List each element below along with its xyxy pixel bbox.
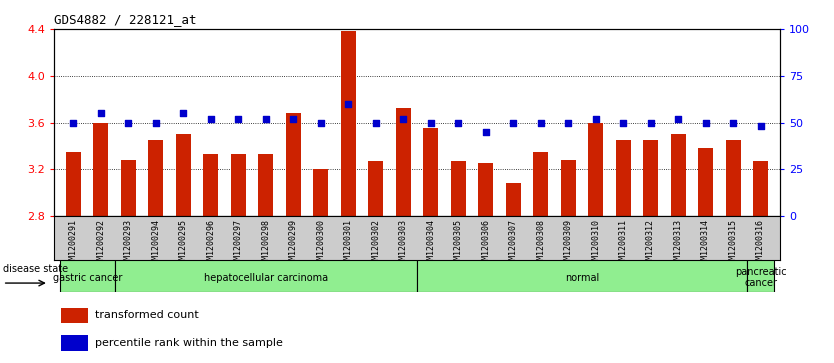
Bar	[395, 109, 411, 216]
Text: GSM1200291: GSM1200291	[69, 220, 78, 269]
Text: GSM1200298: GSM1200298	[261, 220, 270, 269]
Text: GSM1200312: GSM1200312	[646, 220, 656, 269]
FancyBboxPatch shape	[115, 260, 417, 292]
Point	[699, 119, 712, 125]
Bar	[148, 140, 163, 216]
FancyBboxPatch shape	[60, 260, 115, 292]
Point	[397, 116, 410, 122]
Point	[754, 123, 767, 129]
Point	[369, 119, 383, 125]
Text: GSM1200316: GSM1200316	[756, 220, 765, 269]
Text: GSM1200310: GSM1200310	[591, 220, 600, 269]
Text: GSM1200305: GSM1200305	[454, 220, 463, 269]
FancyBboxPatch shape	[417, 260, 746, 292]
Text: GSM1200293: GSM1200293	[124, 220, 133, 269]
Point	[149, 119, 163, 125]
Text: GSM1200314: GSM1200314	[701, 220, 710, 269]
Bar	[671, 134, 686, 216]
Bar	[203, 154, 219, 216]
Text: GSM1200306: GSM1200306	[481, 220, 490, 269]
Bar	[423, 129, 439, 216]
Text: disease state: disease state	[3, 264, 68, 274]
Text: GSM1200313: GSM1200313	[674, 220, 682, 269]
Bar	[588, 122, 603, 216]
Bar	[450, 161, 465, 216]
Point	[506, 119, 520, 125]
Point	[616, 119, 630, 125]
Point	[589, 116, 602, 122]
Text: GSM1200307: GSM1200307	[509, 220, 518, 269]
Bar	[62, 335, 88, 351]
Point	[342, 101, 355, 107]
Bar	[726, 140, 741, 216]
Text: percentile rank within the sample: percentile rank within the sample	[95, 338, 283, 348]
Bar	[505, 183, 520, 216]
Text: GSM1200295: GSM1200295	[178, 220, 188, 269]
Point	[94, 110, 108, 116]
Text: GSM1200304: GSM1200304	[426, 220, 435, 269]
Text: GSM1200300: GSM1200300	[316, 220, 325, 269]
Text: GSM1200315: GSM1200315	[729, 220, 737, 269]
Bar	[66, 152, 81, 216]
Text: GSM1200309: GSM1200309	[564, 220, 573, 269]
Bar	[560, 160, 575, 216]
Text: pancreatic
cancer: pancreatic cancer	[735, 267, 786, 288]
Text: GSM1200296: GSM1200296	[206, 220, 215, 269]
Bar	[341, 31, 356, 216]
Bar	[286, 113, 301, 216]
Bar	[176, 134, 191, 216]
Point	[644, 119, 657, 125]
Point	[232, 116, 245, 122]
Point	[67, 119, 80, 125]
Point	[479, 129, 492, 135]
Bar	[698, 148, 713, 216]
Text: GSM1200301: GSM1200301	[344, 220, 353, 269]
Point	[534, 119, 547, 125]
Point	[561, 119, 575, 125]
Bar	[231, 154, 246, 216]
Text: gastric cancer: gastric cancer	[53, 273, 122, 282]
Text: normal: normal	[565, 273, 599, 282]
Bar	[615, 140, 631, 216]
Point	[451, 119, 465, 125]
Text: hepatocellular carcinoma: hepatocellular carcinoma	[203, 273, 328, 282]
Point	[671, 116, 685, 122]
Bar	[753, 161, 768, 216]
Text: GSM1200311: GSM1200311	[619, 220, 628, 269]
Point	[204, 116, 218, 122]
Point	[259, 116, 273, 122]
Text: GSM1200292: GSM1200292	[97, 220, 105, 269]
Point	[287, 116, 300, 122]
Bar	[643, 140, 658, 216]
Text: GSM1200303: GSM1200303	[399, 220, 408, 269]
Text: GDS4882 / 228121_at: GDS4882 / 228121_at	[54, 13, 197, 26]
Point	[122, 119, 135, 125]
Bar	[93, 122, 108, 216]
Text: GSM1200299: GSM1200299	[289, 220, 298, 269]
Text: GSM1200297: GSM1200297	[234, 220, 243, 269]
Bar	[259, 154, 274, 216]
Bar	[478, 163, 493, 216]
Text: transformed count: transformed count	[95, 310, 198, 321]
Point	[177, 110, 190, 116]
Bar	[62, 308, 88, 323]
Bar	[314, 169, 329, 216]
Bar	[121, 160, 136, 216]
Text: GSM1200302: GSM1200302	[371, 220, 380, 269]
Text: GSM1200308: GSM1200308	[536, 220, 545, 269]
Point	[314, 119, 328, 125]
Text: GSM1200294: GSM1200294	[152, 220, 160, 269]
Point	[424, 119, 437, 125]
Bar	[369, 161, 384, 216]
FancyBboxPatch shape	[746, 260, 774, 292]
Bar	[533, 152, 548, 216]
Point	[726, 119, 740, 125]
